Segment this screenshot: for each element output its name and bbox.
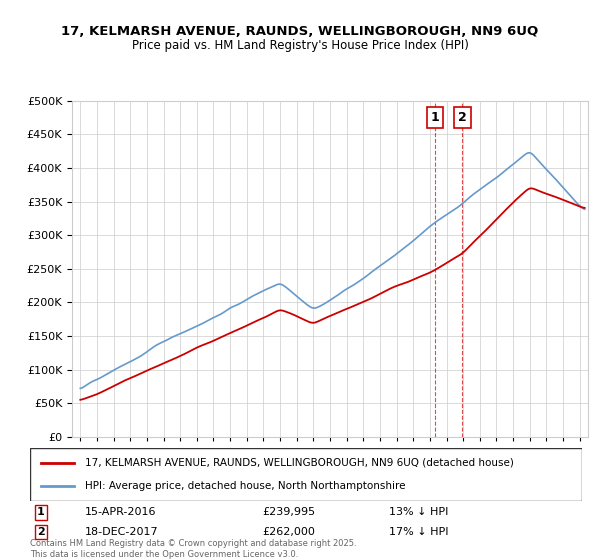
Text: 2: 2 — [37, 527, 45, 537]
Text: 17, KELMARSH AVENUE, RAUNDS, WELLINGBOROUGH, NN9 6UQ: 17, KELMARSH AVENUE, RAUNDS, WELLINGBORO… — [61, 25, 539, 38]
Text: Price paid vs. HM Land Registry's House Price Index (HPI): Price paid vs. HM Land Registry's House … — [131, 39, 469, 52]
Text: £239,995: £239,995 — [262, 507, 315, 517]
Text: 17, KELMARSH AVENUE, RAUNDS, WELLINGBOROUGH, NN9 6UQ (detached house): 17, KELMARSH AVENUE, RAUNDS, WELLINGBORO… — [85, 458, 514, 468]
Text: 17% ↓ HPI: 17% ↓ HPI — [389, 527, 448, 537]
Text: 1: 1 — [430, 111, 439, 124]
FancyBboxPatch shape — [30, 448, 582, 501]
Text: 18-DEC-2017: 18-DEC-2017 — [85, 527, 159, 537]
Text: 1: 1 — [37, 507, 45, 517]
Text: Contains HM Land Registry data © Crown copyright and database right 2025.
This d: Contains HM Land Registry data © Crown c… — [30, 539, 356, 559]
Text: HPI: Average price, detached house, North Northamptonshire: HPI: Average price, detached house, Nort… — [85, 481, 406, 491]
Text: 13% ↓ HPI: 13% ↓ HPI — [389, 507, 448, 517]
Text: 2: 2 — [458, 111, 467, 124]
Text: £262,000: £262,000 — [262, 527, 315, 537]
Text: 15-APR-2016: 15-APR-2016 — [85, 507, 157, 517]
